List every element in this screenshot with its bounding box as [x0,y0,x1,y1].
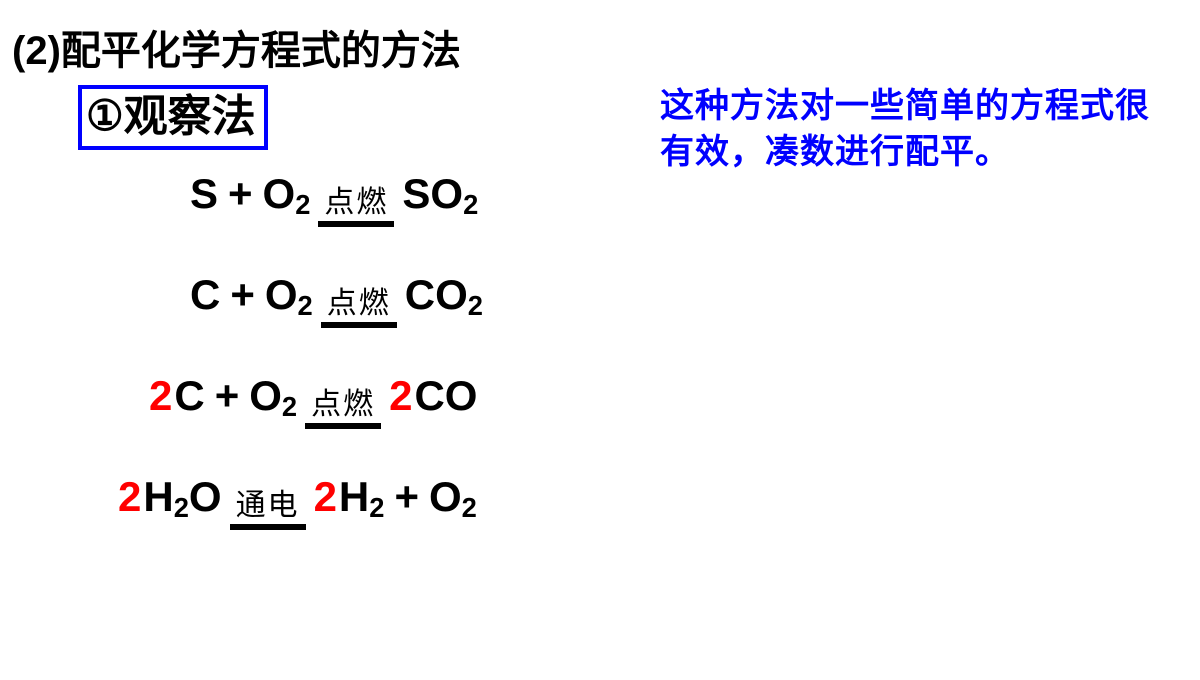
formula: SO2 [402,170,478,217]
reaction-symbol: 通电 [230,491,306,530]
plus-sign: + [205,372,250,419]
coefficient: 2 [389,372,414,419]
method-name: 观察法 [124,92,256,141]
heading-number: (2) [12,29,61,73]
equation: 2C+O2点燃2CO [100,372,780,429]
reaction-symbol: 点燃 [305,390,381,429]
equation: C+O2点燃CO2 [100,271,780,328]
reaction-condition: 点燃 [321,289,397,321]
formula: O2 [265,271,313,318]
plus-sign: + [218,170,263,217]
reaction-condition: 点燃 [305,390,381,422]
formula: O2 [249,372,297,419]
formula: O2 [429,473,477,520]
plus-sign: + [220,271,265,318]
heading-text: 配平化学方程式的方法 [61,29,461,73]
reaction-symbol: 点燃 [318,188,394,227]
plus-sign: + [384,473,429,520]
reaction-symbol: 点燃 [321,289,397,328]
formula: CO2 [405,271,483,318]
method-description: 这种方法对一些简单的方程式很有效，凑数进行配平。 [660,84,1170,176]
coefficient: 2 [118,473,143,520]
method-circle-number: ① [86,90,124,143]
reaction-condition: 通电 [230,491,306,523]
equals-bars [305,423,381,429]
equals-bars [230,524,306,530]
section-heading: (2)配平化学方程式的方法 [12,18,461,76]
reaction-condition: 点燃 [318,188,394,220]
coefficient: 2 [149,372,174,419]
equation: S+O2点燃SO2 [100,170,780,227]
equals-bars [321,322,397,328]
formula: CO [414,372,477,419]
equation: 2H2O通电2H2+O2 [100,473,780,530]
formula: C [174,372,204,419]
equals-bars [318,221,394,227]
formula: S [190,170,218,217]
formula: H2O [143,473,221,520]
equations-area: S+O2点燃SO2C+O2点燃CO22C+O2点燃2CO2H2O通电2H2+O2 [100,170,780,530]
coefficient: 2 [314,473,339,520]
formula: C [190,271,220,318]
method-box: ①观察法 [78,85,268,150]
formula: O2 [263,170,311,217]
formula: H2 [339,473,385,520]
